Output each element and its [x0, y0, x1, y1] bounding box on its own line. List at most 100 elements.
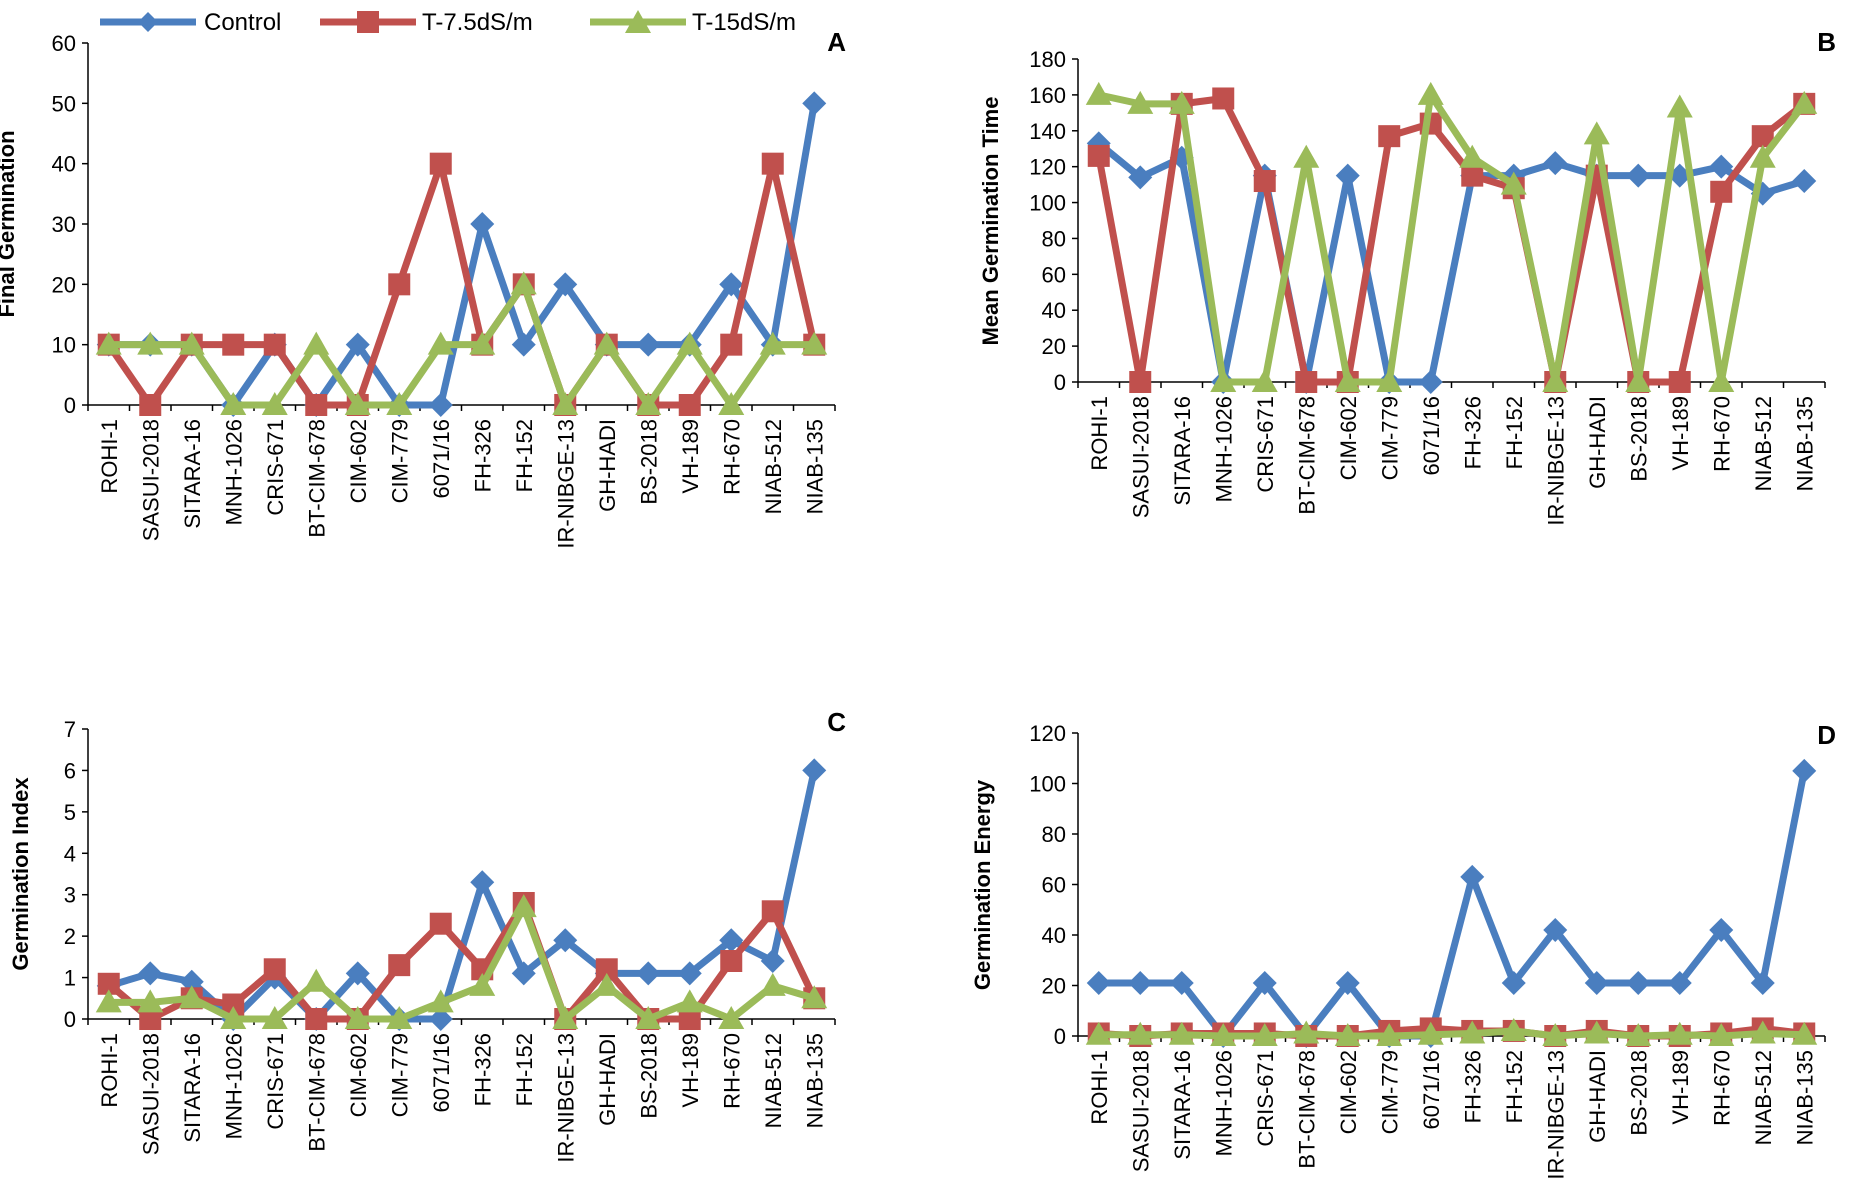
point-t-15ds-m-rh-670	[718, 392, 745, 415]
point-control-rohi-1	[1086, 970, 1111, 995]
x-tick-label-ir-nibge-13: IR-NIBGE-13	[1543, 1050, 1568, 1180]
point-t-15ds-m-mnh-1026	[1210, 1023, 1237, 1046]
x-tick-label-sasui-2018: SASUI-2018	[1128, 396, 1153, 518]
series-t-15ds-m	[95, 271, 828, 415]
panel-letter: C	[827, 707, 846, 737]
y-tick-label: 5	[64, 800, 76, 825]
point-control-fh-326	[470, 212, 495, 236]
legend-label-t-7-5: T-7.5dS/m	[422, 9, 533, 36]
point-control-fh-326	[470, 870, 495, 895]
x-tick-label-fh-152: FH-152	[1502, 396, 1527, 469]
series-line-control	[1098, 770, 1808, 1040]
y-tick-label: 0	[1054, 1024, 1066, 1049]
point-t-15ds-m-ir-nibge-13	[1542, 1023, 1569, 1046]
x-tick-label-cim-602: CIM-602	[1336, 396, 1361, 480]
point-control-sasui-2018	[1128, 970, 1153, 995]
x-tick-label-cim-779: CIM-779	[1377, 396, 1402, 480]
point-t-15ds-m-mnh-1026	[1210, 369, 1237, 392]
point-t-15ds-m-bs-2018	[1625, 1023, 1652, 1046]
x-tick-label-6071-16: 6071/16	[1419, 1050, 1444, 1130]
x-tick-label-bt-cim-678: BT-CIM-678	[304, 1033, 329, 1152]
point-t-15ds-m-sitara-16	[1168, 1021, 1195, 1045]
point-control-vh-189	[1667, 970, 1692, 995]
x-tick-label-fh-152: FH-152	[512, 1033, 537, 1106]
point-t-7-5ds-m-rohi-1	[1087, 144, 1110, 167]
y-tick-label: 1	[64, 966, 76, 991]
y-tick-label: 60	[52, 31, 76, 56]
point-t-15ds-m-ir-nibge-13	[1542, 369, 1569, 392]
point-t-15ds-m-fh-326	[1459, 1020, 1486, 1044]
x-tick-label-bs-2018: BS-2018	[636, 1033, 661, 1119]
point-control-cim-602	[1335, 163, 1360, 188]
point-control-bs-2018	[636, 961, 661, 986]
series-control	[96, 758, 827, 1031]
series-t-7-5ds-m	[97, 152, 826, 416]
x-tick-label-cris-671: CRIS-671	[1253, 1050, 1278, 1147]
y-tick-label: 0	[64, 1007, 76, 1032]
point-t-15ds-m-vh-189	[676, 331, 703, 355]
point-t-7-5ds-m-vh-189	[678, 1008, 701, 1030]
y-tick-label: 20	[1042, 334, 1066, 359]
y-tick-label: 60	[1042, 262, 1066, 287]
x-tick-label-fh-326: FH-326	[470, 419, 495, 492]
point-t-15ds-m-cim-602	[1334, 1023, 1361, 1046]
point-control-gh-hadi	[1584, 970, 1609, 995]
y-tick-label: 3	[64, 883, 76, 908]
point-t-7-5ds-m-cim-779	[388, 273, 411, 296]
y-tick-label: 120	[1029, 155, 1066, 180]
point-t-15ds-m-niab-135	[1791, 90, 1818, 114]
x-tick-label-rh-670: RH-670	[1709, 1050, 1734, 1126]
point-t-15ds-m-cim-779	[386, 392, 413, 415]
x-tick-label-fh-326: FH-326	[1460, 1050, 1485, 1123]
point-control-fh-152	[511, 332, 536, 357]
x-tick-label-6071-16: 6071/16	[429, 419, 454, 499]
x-tick-label-rohi-1: ROHI-1	[97, 419, 122, 494]
point-t-15ds-m-cim-779	[1376, 369, 1403, 392]
x-tick-label-mnh-1026: MNH-1026	[221, 1033, 246, 1139]
point-control-bs-2018	[1626, 163, 1651, 188]
point-t-15ds-m-rh-670	[1708, 1023, 1735, 1046]
point-t-7-5ds-m-bt-cim-678	[305, 394, 328, 416]
x-tick-label-cim-602: CIM-602	[1336, 1050, 1361, 1134]
y-tick-label: 20	[52, 272, 76, 297]
point-t-15ds-m-niab-135	[1791, 1021, 1818, 1045]
x-tick-label-fh-152: FH-152	[1502, 1050, 1527, 1123]
series-control	[1086, 758, 1817, 1048]
point-t-15ds-m-fh-152	[1500, 1017, 1527, 1041]
x-tick-label-niab-135: NIAB-135	[1792, 396, 1817, 491]
y-tick-label: 20	[1042, 974, 1066, 999]
point-t-7-5ds-m-mnh-1026	[1212, 87, 1235, 110]
y-tick-label: 80	[1042, 822, 1066, 847]
point-t-7-5ds-m-6071-16	[429, 912, 452, 935]
point-t-15ds-m-sasui-2018	[137, 989, 164, 1013]
x-tick-label-cim-602: CIM-602	[346, 1033, 371, 1117]
point-control-sasui-2018	[138, 961, 163, 986]
point-t-15ds-m-rohi-1	[1085, 1021, 1112, 1045]
point-control-rh-670	[719, 272, 744, 297]
point-t-15ds-m-vh-189	[1666, 1021, 1693, 1045]
point-control-ir-nibge-13	[553, 272, 578, 297]
x-tick-label-gh-hadi: GH-HADI	[595, 1033, 620, 1126]
point-t-15ds-m-cris-671	[1251, 369, 1278, 392]
x-tick-label-rohi-1: ROHI-1	[1087, 1050, 1112, 1125]
y-axis-title: Mean Germination Time	[978, 97, 1003, 346]
legend-item-t-15: T-15dS/m	[590, 9, 796, 36]
y-axis-title: Germination Index	[8, 777, 33, 971]
point-t-15ds-m-rohi-1	[1085, 81, 1112, 105]
point-t-15ds-m-bs-2018	[1625, 369, 1652, 392]
point-t-7-5ds-m-bt-cim-678	[305, 1008, 328, 1030]
y-tick-label: 40	[52, 152, 76, 177]
x-tick-label-cim-779: CIM-779	[387, 419, 412, 503]
point-control-ir-nibge-13	[553, 928, 578, 953]
x-tick-label-mnh-1026: MNH-1026	[1211, 396, 1236, 502]
point-control-cris-671	[1252, 970, 1277, 995]
point-t-15ds-m-sitara-16	[178, 331, 205, 355]
point-t-7-5ds-m-gh-hadi	[595, 958, 618, 981]
y-tick-label: 80	[1042, 226, 1066, 251]
x-tick-label-gh-hadi: GH-HADI	[1585, 396, 1610, 489]
point-t-7-5ds-m-niab-512	[761, 152, 784, 175]
point-t-7-5ds-m-vh-189	[678, 394, 701, 416]
x-tick-label-ir-nibge-13: IR-NIBGE-13	[553, 419, 578, 549]
point-t-7-5ds-m-rh-670	[1710, 180, 1733, 203]
point-t-15ds-m-cris-671	[261, 392, 288, 415]
